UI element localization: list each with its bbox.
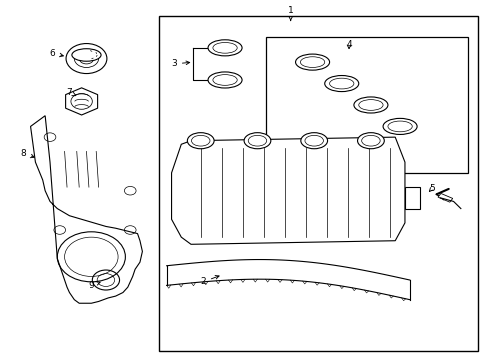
Ellipse shape <box>72 49 101 61</box>
Bar <box>159 16 477 351</box>
Bar <box>404 187 419 208</box>
Text: 6: 6 <box>49 49 63 58</box>
Text: 9: 9 <box>88 281 100 290</box>
Ellipse shape <box>187 133 214 149</box>
Polygon shape <box>65 88 98 115</box>
Ellipse shape <box>244 133 270 149</box>
Text: 8: 8 <box>20 149 34 158</box>
Ellipse shape <box>207 72 242 88</box>
Text: 2: 2 <box>200 275 219 286</box>
Ellipse shape <box>207 40 242 56</box>
Ellipse shape <box>382 118 416 134</box>
Ellipse shape <box>324 76 358 91</box>
Ellipse shape <box>295 54 329 70</box>
Bar <box>266 37 467 173</box>
Polygon shape <box>171 137 404 244</box>
Text: 3: 3 <box>171 59 189 68</box>
Ellipse shape <box>357 133 384 149</box>
Text: 5: 5 <box>428 184 434 193</box>
Ellipse shape <box>353 97 387 113</box>
Bar <box>437 193 452 202</box>
Ellipse shape <box>300 133 327 149</box>
Text: 7: 7 <box>66 88 76 97</box>
Text: 4: 4 <box>346 40 351 49</box>
Text: 1: 1 <box>287 6 293 21</box>
